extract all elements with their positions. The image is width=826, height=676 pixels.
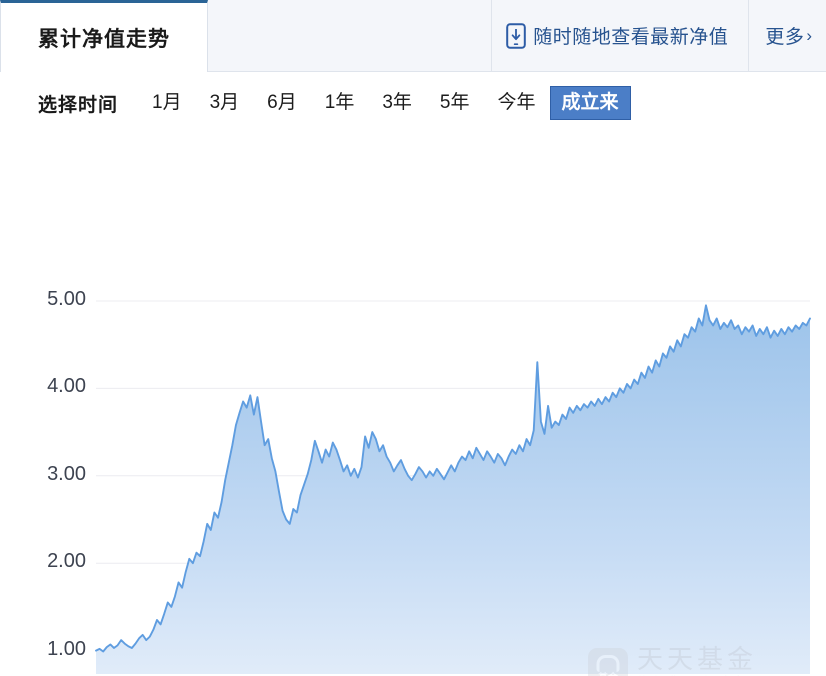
chevron-right-icon: ›	[806, 25, 812, 45]
period-selector-title: 选择时间	[38, 94, 119, 116]
y-axis-tick-label: 1.00	[47, 637, 86, 660]
header-actions: 随时随地查看最新净值 更多 ›	[491, 0, 826, 71]
chart-area-fill	[96, 305, 810, 674]
period-selector: 选择时间 1月 3月 6月 1年 3年 5年 今年 成立来	[0, 72, 826, 134]
tab-label: 累计净值走势	[38, 27, 170, 51]
y-axis-tick-label: 5.00	[47, 288, 86, 310]
more-link[interactable]: 更多 ›	[749, 0, 826, 71]
period-option-1m[interactable]: 1月	[152, 91, 182, 113]
period-option-ytd[interactable]: 今年	[497, 91, 536, 113]
period-option-3m[interactable]: 3月	[209, 91, 240, 113]
tab-cumulative-net-value[interactable]: 累计净值走势	[0, 0, 208, 72]
period-option-6m[interactable]: 6月	[267, 91, 297, 113]
period-option-3y[interactable]: 3年	[382, 91, 412, 113]
y-axis-tick-label: 2.00	[47, 550, 86, 573]
period-option-since-inception[interactable]: 成立来	[549, 85, 631, 121]
chart-y-axis: 0.001.002.003.004.005.00	[0, 134, 86, 674]
period-option-1y[interactable]: 1年	[324, 91, 355, 113]
view-latest-net-value-link[interactable]: 随时随地查看最新净值	[491, 0, 750, 71]
y-axis-tick-label: 3.00	[47, 462, 86, 485]
tabbar-spacer	[208, 0, 491, 71]
net-value-chart: 0.001.002.003.004.005.00 基金 天天基金 值得您马上财富	[0, 134, 826, 676]
mobile-download-icon	[506, 22, 527, 49]
chart-canvas	[95, 300, 811, 674]
period-option-5y[interactable]: 5年	[439, 91, 470, 113]
y-axis-tick-label: 4.00	[47, 375, 86, 398]
view-latest-net-value-label: 随时随地查看最新净值	[533, 27, 729, 48]
more-label: 更多	[765, 27, 805, 48]
panel-header-tabbar: 累计净值走势 随时随地查看最新净值 更多 ›	[0, 0, 826, 72]
chart-line	[95, 304, 811, 653]
